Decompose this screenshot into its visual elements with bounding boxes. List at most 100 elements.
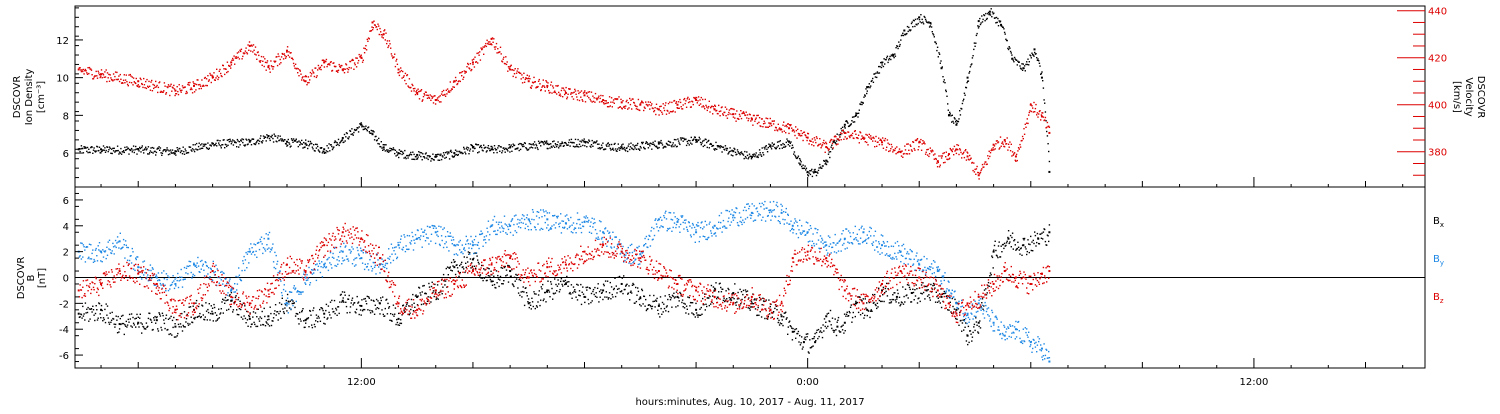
velocity-trace-dot [759, 117, 760, 118]
ion-density-trace-dot [991, 16, 992, 17]
velocity-trace-dot [527, 75, 528, 76]
velocity-trace-dot [838, 138, 839, 139]
velocity-trace-dot [973, 162, 974, 163]
bx-trace-dot [937, 302, 938, 303]
ion-density-trace-dot [869, 87, 870, 88]
ion-density-trace-dot [401, 151, 402, 152]
ion-density-trace-dot [936, 50, 937, 51]
velocity-trace-dot [784, 126, 785, 127]
ion-density-trace-dot [123, 150, 124, 151]
velocity-trace-dot [708, 106, 709, 107]
bx-trace-dot [282, 298, 283, 299]
ion-density-trace-dot [316, 144, 317, 145]
bx-trace-dot [287, 294, 288, 295]
bx-trace-dot [369, 298, 370, 299]
ion-density-trace-dot [142, 145, 143, 146]
bx-point [602, 289, 604, 291]
ion-density-trace-dot [651, 149, 652, 150]
bx-trace-dot [713, 290, 714, 291]
bx-trace-dot [610, 298, 611, 299]
velocity-trace-dot [482, 48, 483, 49]
ion-density-trace-dot [980, 24, 981, 25]
bx-trace-dot [746, 291, 747, 292]
ion-density-trace-dot [880, 62, 881, 63]
by-trace-dot [99, 242, 100, 243]
velocity-trace-dot [555, 85, 556, 86]
ion-density-trace-dot [699, 137, 700, 138]
ion-density-trace-dot [672, 144, 673, 145]
by-trace-dot [193, 274, 194, 275]
ion-density-trace-dot [503, 147, 504, 148]
velocity-trace-dot [139, 86, 140, 87]
velocity-trace-dot [820, 143, 821, 144]
velocity-trace-dot [740, 110, 741, 111]
bx-trace-dot [686, 306, 687, 307]
velocity-trace-dot [367, 39, 368, 40]
bx-trace-dot [225, 300, 226, 301]
velocity-trace-dot [750, 120, 751, 121]
ion-density-trace-dot [669, 145, 670, 146]
by-trace-dot [118, 247, 119, 248]
bx-trace-dot [371, 299, 372, 300]
bx-trace-dot [156, 316, 157, 317]
ion-density-trace-dot [869, 83, 870, 84]
velocity-trace-dot [249, 41, 250, 42]
ion-density-point [1048, 171, 1050, 173]
by-trace-dot [175, 285, 176, 286]
velocity-trace-dot [910, 146, 911, 147]
ion-density-trace-dot [575, 146, 576, 147]
by-trace-dot [174, 278, 175, 279]
bx-trace-dot [816, 332, 817, 333]
velocity-trace-dot [600, 98, 601, 99]
velocity-trace-dot [365, 45, 366, 46]
ion-density-trace-dot [842, 127, 843, 128]
ion-density-trace-dot [981, 15, 982, 16]
by-point [267, 238, 269, 240]
ion-density-trace-dot [133, 145, 134, 146]
ion-density-trace-dot [470, 148, 471, 149]
ion-density-trace-dot [602, 143, 603, 144]
bx-trace-dot [930, 299, 931, 300]
bx-trace-dot [405, 308, 406, 309]
bx-trace-dot [496, 270, 497, 271]
ion-density-trace-dot [410, 152, 411, 153]
bx-trace-dot [798, 331, 799, 332]
velocity-trace-dot [945, 156, 946, 157]
bx-trace-dot [163, 319, 164, 320]
ion-density-trace-dot [303, 142, 304, 143]
ion-density-trace-dot [746, 157, 747, 158]
velocity-trace-dot [282, 54, 283, 55]
ion-density-trace-dot [674, 139, 675, 140]
velocity-trace-dot [719, 111, 720, 112]
velocity-trace-dot [535, 81, 536, 82]
bx-trace-dot [409, 313, 410, 314]
ion-density-trace-dot [264, 138, 265, 139]
bx-trace-dot [1023, 239, 1024, 240]
velocity-trace-dot [757, 123, 758, 124]
bx-trace-dot [681, 302, 682, 303]
velocity-trace-dot [387, 40, 388, 41]
bx-trace-dot [661, 314, 662, 315]
bx-trace-dot [467, 261, 468, 262]
velocity-trace-dot [687, 97, 688, 98]
ion-density-trace-dot [990, 14, 991, 15]
bx-trace-dot [308, 326, 309, 327]
by-trace-dot [245, 259, 246, 260]
velocity-trace-dot [1035, 104, 1036, 105]
ion-density-trace-dot [154, 151, 155, 152]
by-trace-dot [80, 242, 81, 243]
bx-trace-dot [936, 292, 937, 293]
velocity-trace-dot [594, 97, 595, 98]
velocity-trace-dot [662, 113, 663, 114]
ion-density-trace-dot [378, 138, 379, 139]
by-trace-dot [150, 264, 151, 265]
bx-trace-dot [796, 328, 797, 329]
ion-density-trace-dot [910, 29, 911, 30]
velocity-trace-dot [918, 149, 919, 150]
ion-density-trace-dot [991, 8, 992, 9]
by-trace-dot [268, 234, 269, 235]
velocity-trace-dot [231, 60, 232, 61]
velocity-trace-dot [470, 63, 471, 64]
bx-trace-dot [637, 287, 638, 288]
velocity-trace-dot [353, 69, 354, 70]
